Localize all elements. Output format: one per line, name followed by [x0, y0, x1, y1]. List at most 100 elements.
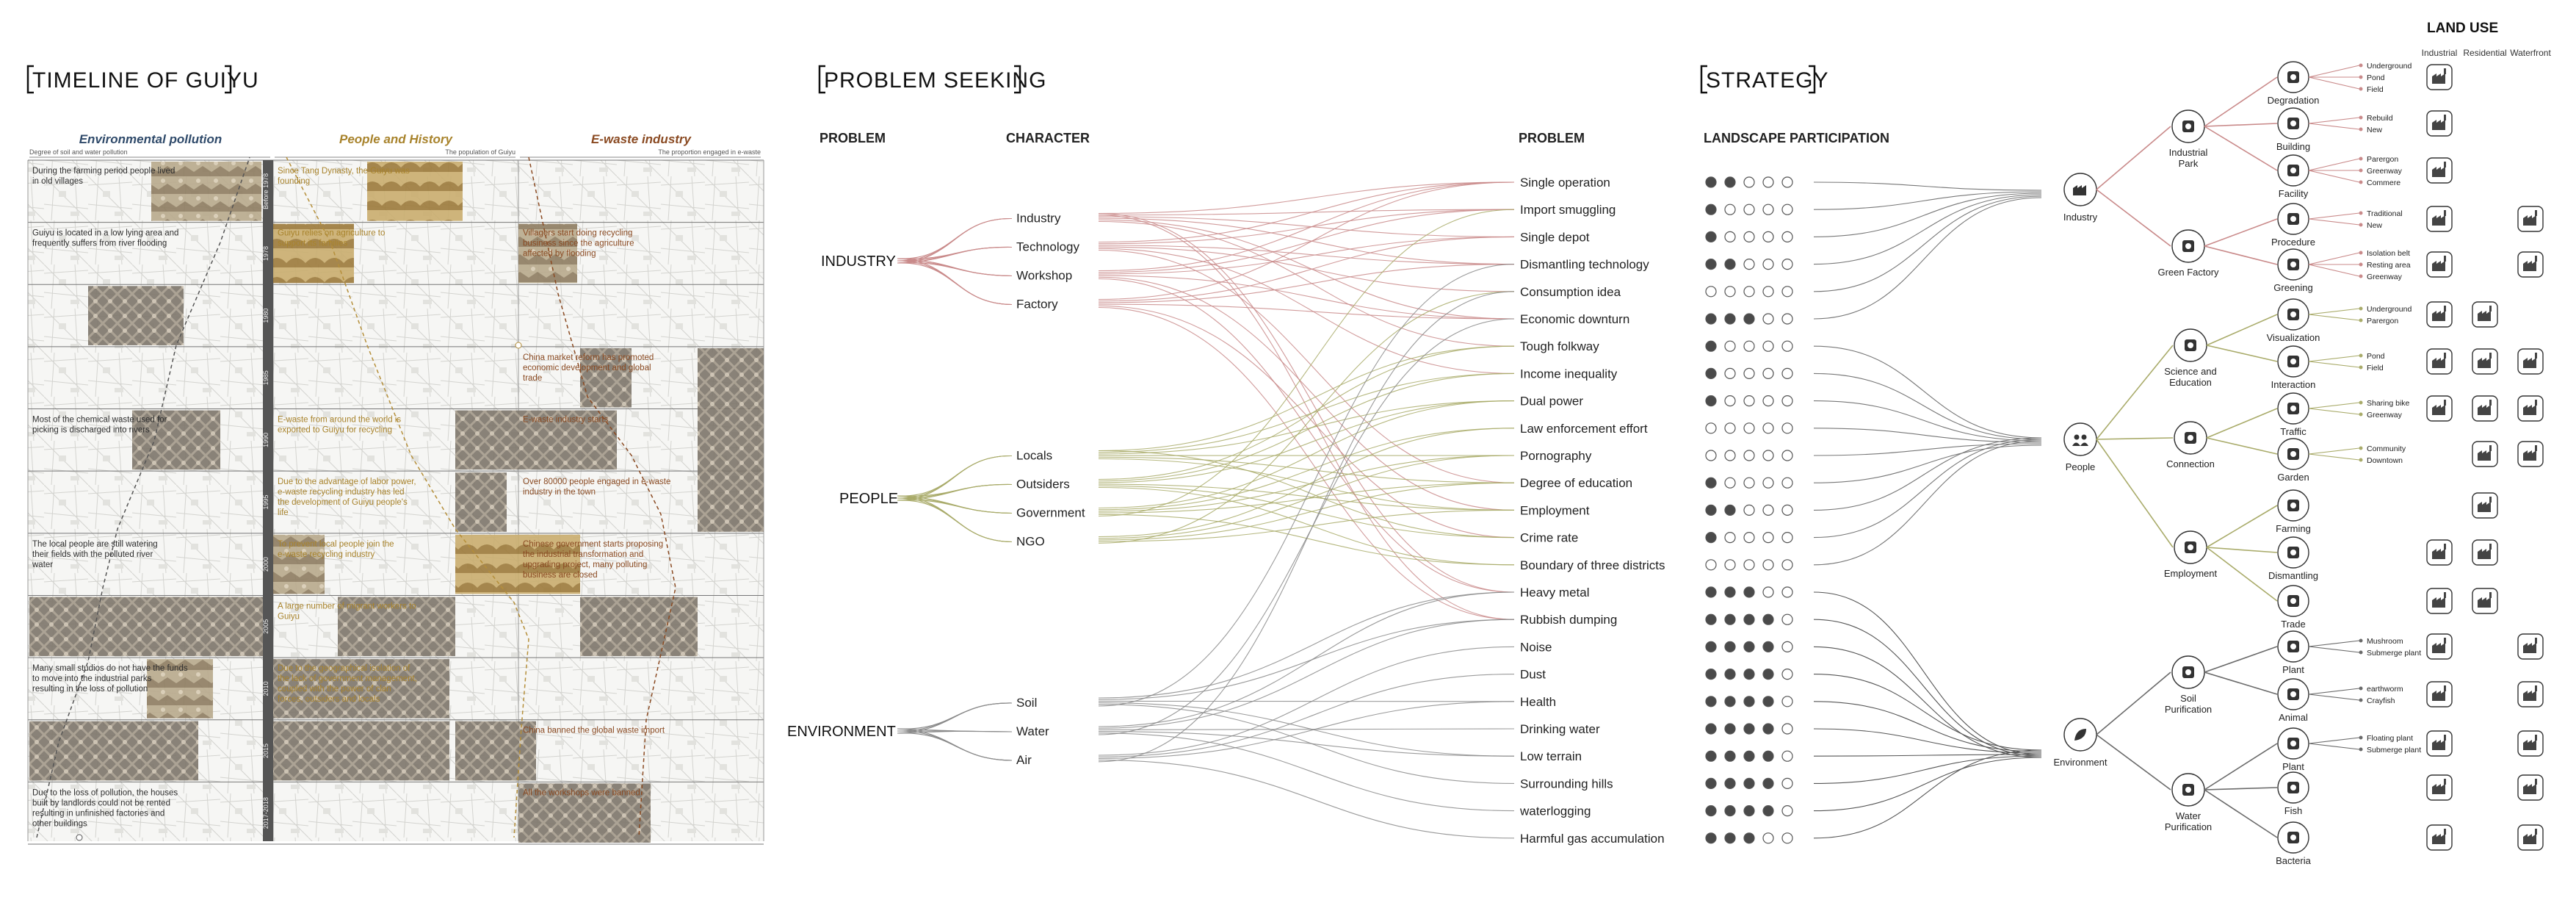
strategy-mid-icon [2171, 229, 2205, 263]
participation-dot-filled [1762, 696, 1774, 707]
leaf-detail-label: Downtown [2367, 456, 2403, 465]
strategy-leaf-icon [2277, 298, 2309, 331]
strategy-leaf-label: Degradation [2268, 95, 2320, 106]
character-problem-link [1098, 219, 1515, 320]
character-label: NGO [1016, 535, 1045, 549]
leaf-detail-link [2308, 76, 2360, 90]
leaf-detail-label: New [2367, 221, 2382, 230]
participation-dot-empty [1724, 367, 1736, 379]
participation-dot-filled [1724, 586, 1736, 598]
detail-arrow-dot [2359, 115, 2363, 120]
participation-header: LANDSCAPE PARTICIPATION [1704, 131, 1889, 145]
detail-arrow-dot [2359, 156, 2363, 161]
leaf-detail-link [2308, 117, 2360, 124]
timeline-note: Villagers start doing recycling business … [523, 229, 634, 259]
strategy-leaf-label: Garden [2277, 472, 2309, 483]
strategy-title-bracket [1700, 65, 1816, 94]
participation-dot-filled [1724, 176, 1736, 188]
land-use-icon [2426, 301, 2453, 328]
timeline-year-label: 1985 [262, 370, 269, 385]
land-use-icon [2517, 633, 2544, 660]
leaf-detail-label: Mushroom [2367, 637, 2403, 646]
land-use-icon [2426, 824, 2453, 851]
strategy-root-label: Industry [2063, 212, 2098, 223]
detail-arrow-dot [2359, 650, 2363, 655]
timeline-note: E-waste industry starts [523, 416, 609, 425]
character-problem-link [1098, 701, 1515, 759]
character-problem-link [1098, 619, 1515, 700]
problem-group-label: ENVIRONMENT [787, 724, 896, 740]
land-use-icon [2517, 441, 2544, 467]
root-mid-link [2096, 126, 2171, 190]
participation-dot-empty [1762, 286, 1774, 298]
timeline-note: Due to the advantage of labor power, e-wa… [278, 478, 416, 517]
character-problem-link [1098, 220, 1515, 347]
character-label: Industry [1016, 212, 1061, 226]
group-character-link [897, 455, 1013, 501]
participation-dot-filled [1724, 668, 1736, 680]
leaf-detail-label: Underground [2367, 305, 2412, 314]
detail-arrow-dot [2359, 251, 2363, 255]
timeline-note: Due to the loss of pollution, the houses… [32, 788, 178, 828]
timeline-note: Many small studios do not have the funds… [32, 664, 188, 694]
timeline-photo [29, 597, 272, 657]
character-problem-link [1098, 209, 1515, 517]
timeline-note: A large number of migrant workers to Guiy… [278, 602, 416, 621]
strategy-leaf-label: Animal [2279, 712, 2308, 723]
timeline-column-title: Environmental pollution [79, 132, 222, 146]
leaf-detail-link [2308, 170, 2360, 183]
problem-label: Dust [1520, 668, 1546, 682]
character-problem-link [1098, 514, 1515, 566]
problem-strategy-link [1813, 195, 2042, 292]
participation-dot-filled [1724, 613, 1736, 625]
strategy-leaf-icon [2277, 585, 2309, 617]
timeline-photo [455, 410, 617, 470]
land-use-icon [2517, 824, 2544, 851]
participation-dot-empty [1781, 668, 1793, 680]
participation-dot-filled [1762, 723, 1774, 735]
character-problem-link [1098, 455, 1515, 512]
timeline-photo [367, 162, 463, 221]
character-problem-link [1098, 215, 1515, 620]
character-problem-link [1098, 236, 1515, 302]
timeline-year-label: 2005 [262, 619, 269, 634]
detail-arrow-dot [2359, 180, 2363, 184]
timeline-year-label: 2015 [262, 743, 269, 758]
participation-dot-empty [1781, 559, 1793, 571]
strategy-leaf-icon [2277, 154, 2309, 187]
participation-dot-empty [1781, 204, 1793, 215]
detail-arrow-dot [2359, 698, 2363, 702]
detail-arrow-dot [2359, 211, 2363, 215]
detail-arrow-dot [2359, 63, 2363, 68]
strategy-leaf-label: Facility [2279, 188, 2309, 199]
detail-arrow-dot [2359, 318, 2363, 323]
problem-group-label: PEOPLE [839, 491, 898, 507]
participation-dot-empty [1781, 286, 1793, 298]
participation-dot-empty [1762, 259, 1774, 270]
leaf-detail-link [2308, 314, 2360, 321]
leaf-detail-link [2308, 694, 2360, 701]
participation-dot-filled [1705, 231, 1717, 242]
problem-label: Single operation [1520, 176, 1610, 190]
problem-label: Health [1520, 695, 1556, 709]
detail-arrow-dot [2359, 168, 2363, 173]
character-problem-link [1098, 760, 1515, 839]
land-use-icon [2517, 251, 2544, 278]
leaf-detail-link [2308, 640, 2360, 647]
strategy-leaf-label: Procedure [2271, 237, 2315, 248]
strategy-leaf-label: Fish [2284, 805, 2303, 816]
participation-dot-filled [1743, 586, 1755, 598]
strategy-leaf-icon [2277, 61, 2309, 93]
participation-dot-empty [1762, 204, 1774, 215]
land-use-icon [2426, 251, 2453, 278]
participation-dot-empty [1743, 450, 1755, 461]
participation-dot-empty [1762, 313, 1774, 325]
participation-dot-empty [1743, 395, 1755, 407]
problem-label: Consumption idea [1520, 285, 1621, 299]
detail-arrow-dot [2359, 638, 2363, 643]
participation-dot-empty [1743, 231, 1755, 242]
group-character-link [897, 217, 1013, 264]
participation-dot-empty [1781, 777, 1793, 790]
character-problem-link [1098, 245, 1515, 265]
problem-strategy-link [1813, 400, 2042, 442]
